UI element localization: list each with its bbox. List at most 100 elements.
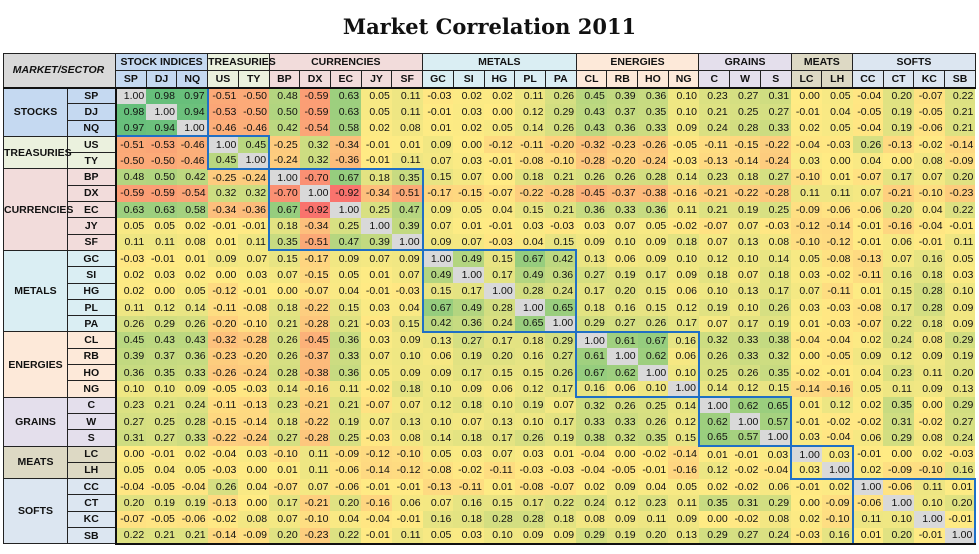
sector-row-label: SOFTS bbox=[3, 478, 68, 545]
ticker-column-header: TY bbox=[237, 70, 270, 89]
correlation-cell: 0.31 bbox=[760, 87, 792, 104]
correlation-cell: 0.00 bbox=[484, 103, 515, 121]
correlation-cell: -0.10 bbox=[545, 152, 577, 169]
correlation-cell: 0.15 bbox=[422, 168, 454, 186]
correlation-cell: -0.50 bbox=[115, 152, 147, 169]
correlation-cell: 0.18 bbox=[269, 413, 300, 430]
correlation-cell: 0.35 bbox=[637, 103, 669, 121]
correlation-cell: -0.03 bbox=[821, 315, 853, 332]
correlation-cell: 0.10 bbox=[913, 494, 945, 512]
table-row: TREASURIES US -0.51 -0.53 -0.46 1.00 0.45 -0.25… bbox=[3, 135, 976, 170]
correlation-cell: 0.28 bbox=[484, 511, 515, 528]
correlation-cell: 0.28 bbox=[514, 511, 546, 528]
correlation-cell: 0.49 bbox=[453, 299, 484, 316]
correlation-cell: 0.18 bbox=[453, 429, 484, 447]
correlation-cell: -0.03 bbox=[361, 315, 392, 332]
correlation-cell: 0.18 bbox=[729, 168, 761, 186]
correlation-cell: 0.17 bbox=[545, 380, 577, 398]
correlation-cell: 0.27 bbox=[453, 331, 484, 349]
correlation-cell: 0.35 bbox=[268, 234, 300, 252]
correlation-cell: 0.11 bbox=[668, 494, 699, 512]
correlation-cell: -0.03 bbox=[484, 234, 515, 251]
correlation-cell: 0.36 bbox=[576, 201, 607, 218]
correlation-cell: 0.21 bbox=[269, 315, 300, 332]
correlation-cell: 0.06 bbox=[668, 283, 699, 300]
correlation-cell: 0.03 bbox=[238, 446, 270, 463]
correlation-cell: 0.04 bbox=[391, 299, 423, 316]
correlation-cell: 0.08 bbox=[391, 120, 423, 137]
correlation-cell: -0.03 bbox=[207, 462, 239, 479]
correlation-cell: 0.63 bbox=[115, 201, 147, 218]
ticker-row-label: GC bbox=[67, 249, 117, 268]
correlation-cell: 1.00 bbox=[668, 380, 700, 399]
correlation-cell: 0.05 bbox=[668, 478, 699, 495]
sector-row-label: STOCKS bbox=[3, 87, 68, 137]
correlation-cell: 0.01 bbox=[851, 527, 884, 545]
correlation-cell: 0.26 bbox=[545, 87, 577, 104]
correlation-cell: 0.16 bbox=[913, 250, 945, 267]
correlation-cell: -0.22 bbox=[760, 136, 792, 153]
correlation-cell: 1.00 bbox=[299, 185, 331, 202]
correlation-cell: 1.00 bbox=[176, 120, 209, 138]
correlation-cell: 0.05 bbox=[852, 380, 884, 398]
correlation-cell: 0.13 bbox=[729, 283, 761, 300]
correlation-cell: 0.07 bbox=[606, 217, 638, 235]
correlation-cell: -0.13 bbox=[852, 250, 884, 267]
correlation-cell: -0.01 bbox=[361, 527, 392, 545]
correlation-cell: 0.02 bbox=[484, 87, 515, 104]
correlation-cell: -0.04 bbox=[760, 462, 792, 479]
correlation-cell: -0.03 bbox=[821, 136, 853, 153]
correlation-cell: -0.11 bbox=[514, 136, 546, 153]
correlation-cell: 0.06 bbox=[391, 494, 423, 512]
correlation-cell: -0.59 bbox=[115, 185, 147, 202]
ticker-column-header: US bbox=[207, 70, 239, 89]
correlation-cell: 0.14 bbox=[422, 429, 454, 447]
correlation-cell: -0.23 bbox=[299, 527, 331, 545]
correlation-cell: 0.26 bbox=[115, 315, 147, 332]
correlation-cell: -0.21 bbox=[698, 185, 730, 202]
correlation-cell: 0.10 bbox=[668, 364, 700, 381]
correlation-cell: 0.05 bbox=[361, 103, 392, 121]
correlation-cell: 0.67 bbox=[575, 364, 607, 381]
ticker-row-label: CL bbox=[67, 331, 117, 349]
correlation-cell: 0.48 bbox=[115, 168, 147, 186]
correlation-cell: 0.08 bbox=[913, 331, 945, 349]
correlation-cell: 0.09 bbox=[913, 380, 945, 398]
correlation-cell: 1.00 bbox=[637, 364, 669, 381]
correlation-cell: 0.18 bbox=[268, 217, 300, 235]
correlation-cell: 0.25 bbox=[760, 201, 792, 218]
correlation-cell: 0.45 bbox=[576, 87, 607, 104]
correlation-cell: 0.97 bbox=[114, 120, 147, 138]
sector-row-label: MEATS bbox=[3, 445, 68, 480]
correlation-cell: -0.59 bbox=[299, 87, 331, 104]
correlation-cell: 0.08 bbox=[913, 152, 945, 169]
correlation-cell: 0.05 bbox=[176, 462, 208, 479]
correlation-cell: 0.01 bbox=[944, 477, 977, 495]
correlation-cell: 0.05 bbox=[944, 250, 976, 267]
correlation-cell: 0.65 bbox=[697, 429, 730, 448]
table-row: S 0.31 0.27 0.33 -0.22 -0.24 0.27 -0.28 0.25 -0.0… bbox=[4, 429, 976, 448]
correlation-cell: 0.11 bbox=[668, 201, 699, 218]
correlation-cell: -0.24 bbox=[238, 429, 270, 447]
correlation-cell: 0.16 bbox=[575, 380, 607, 399]
correlation-cell: 0.11 bbox=[299, 446, 331, 463]
correlation-cell: -0.26 bbox=[637, 136, 669, 153]
correlation-cell: -0.02 bbox=[791, 364, 822, 381]
correlation-cell: 0.33 bbox=[176, 364, 208, 381]
correlation-cell: 0.19 bbox=[698, 299, 730, 316]
correlation-cell: 0.06 bbox=[760, 478, 792, 495]
correlation-cell: 0.12 bbox=[698, 250, 730, 267]
correlation-cell: -0.02 bbox=[637, 446, 669, 463]
correlation-cell: -0.04 bbox=[576, 446, 607, 463]
correlation-cell: 0.02 bbox=[852, 397, 884, 414]
correlation-cell: -0.05 bbox=[821, 348, 853, 365]
ticker-row-label: S bbox=[67, 429, 117, 447]
correlation-cell: 0.29 bbox=[944, 331, 976, 349]
table-row: NG 0.10 0.10 0.09 -0.05 -0.03 0.14 -0.16 0.11 -0.… bbox=[4, 380, 976, 399]
correlation-cell: 0.14 bbox=[514, 120, 546, 137]
correlation-cell: 0.01 bbox=[453, 217, 484, 235]
correlation-cell: -0.10 bbox=[269, 446, 300, 463]
correlation-cell: -0.11 bbox=[821, 283, 853, 300]
correlation-cell: 0.05 bbox=[330, 266, 362, 284]
correlation-cell: 0.10 bbox=[698, 283, 730, 300]
